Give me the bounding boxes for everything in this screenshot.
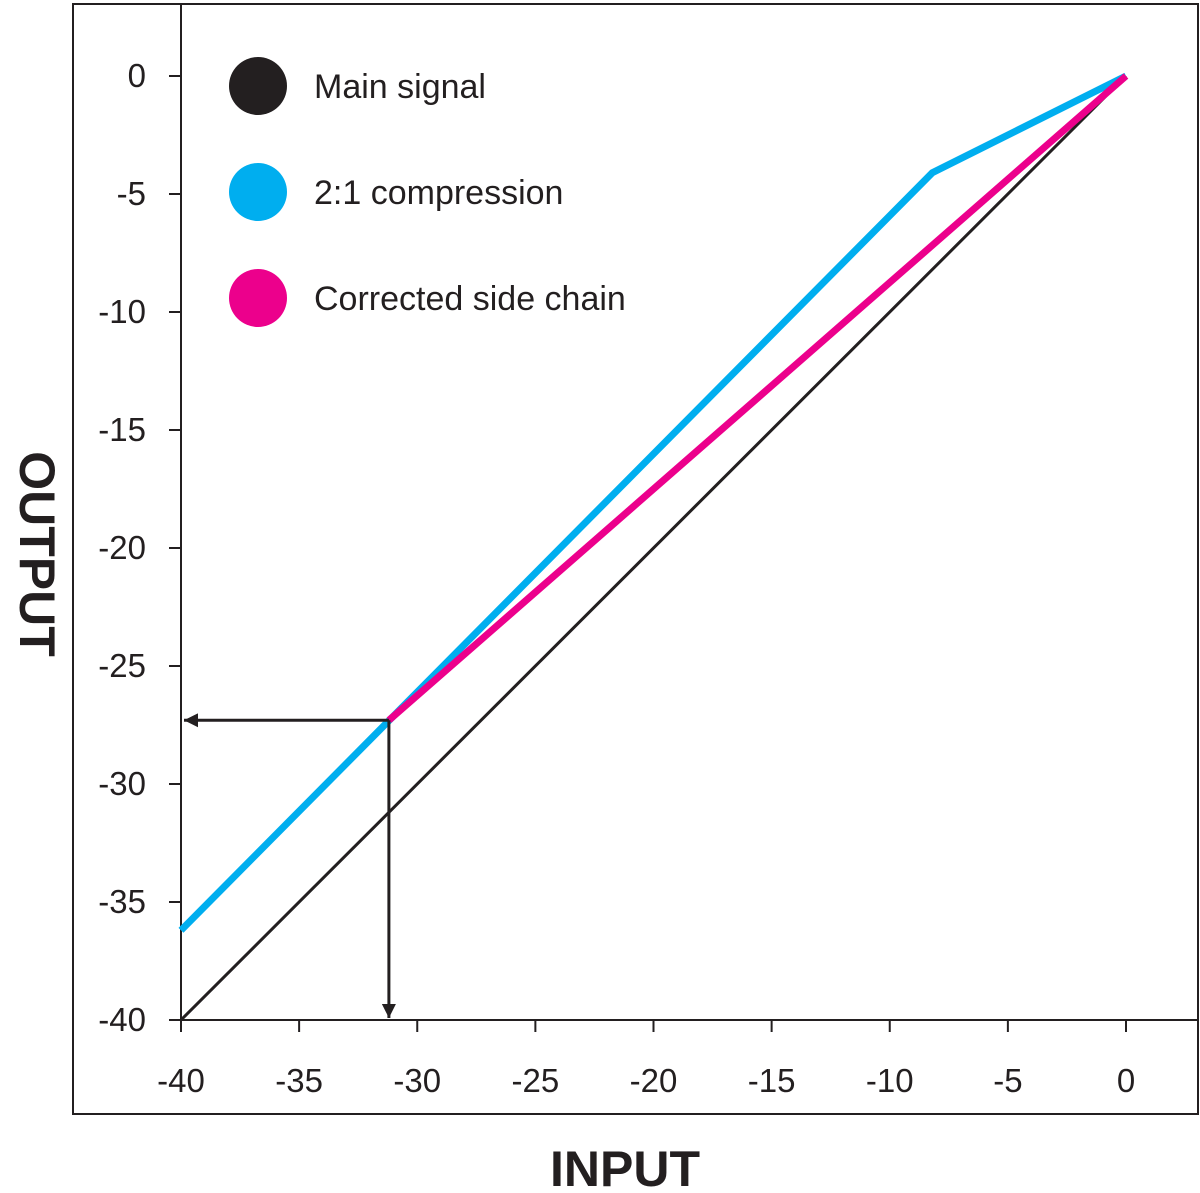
y-tick-label: -20	[98, 529, 146, 566]
legend-swatch	[229, 269, 287, 327]
x-tick-label: -15	[748, 1062, 796, 1099]
legend-label: Main signal	[314, 68, 486, 106]
legend-2-1-compression: 2:1 compression	[229, 163, 563, 221]
plot-frame	[72, 3, 1199, 1115]
legend-swatch	[229, 163, 287, 221]
x-tick-label: -20	[630, 1062, 678, 1099]
y-tick-label: -35	[98, 883, 146, 920]
y-axis-title: OUTPUT	[9, 451, 65, 657]
series-2-1-compression	[178, 72, 1128, 933]
x-tick-label: -10	[866, 1062, 914, 1099]
y-tick-label: -40	[98, 1001, 146, 1038]
series-corrected-side-chain	[386, 73, 1129, 723]
series-main-signal	[179, 74, 1128, 1022]
x-axis-title: INPUT	[550, 1141, 700, 1193]
x-tick-label: -5	[993, 1062, 1022, 1099]
legend-label: 2:1 compression	[314, 174, 563, 212]
x-tick-label: 0	[1117, 1062, 1135, 1099]
y-tick-label: -5	[117, 175, 146, 212]
x-tick-label: -35	[275, 1062, 323, 1099]
legend-main-signal: Main signal	[229, 57, 486, 115]
y-tick-label: -15	[98, 411, 146, 448]
legend-corrected-side-chain: Corrected side chain	[229, 269, 626, 327]
y-tick-label: -25	[98, 647, 146, 684]
legend-swatch	[229, 57, 287, 115]
y-tick-label: 0	[128, 57, 146, 94]
y-tick-label: -30	[98, 765, 146, 802]
legend-label: Corrected side chain	[314, 280, 626, 318]
y-tick-label: -10	[98, 293, 146, 330]
x-tick-label: -40	[157, 1062, 205, 1099]
x-tick-label: -25	[512, 1062, 560, 1099]
x-tick-label: -30	[393, 1062, 441, 1099]
